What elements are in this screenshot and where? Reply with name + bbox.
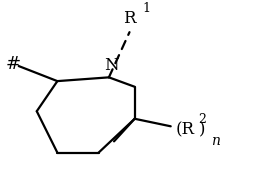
Text: #: # bbox=[6, 55, 21, 73]
Text: n: n bbox=[211, 134, 220, 148]
Text: 2: 2 bbox=[199, 113, 206, 126]
Text: 1: 1 bbox=[142, 2, 150, 15]
Text: N: N bbox=[104, 57, 119, 74]
Text: (R: (R bbox=[176, 121, 195, 138]
Text: R: R bbox=[123, 11, 136, 28]
Text: ): ) bbox=[199, 121, 205, 138]
